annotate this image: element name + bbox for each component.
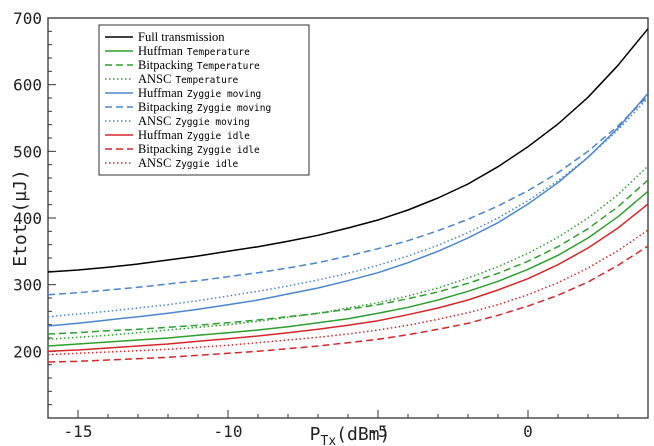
legend-label: ANSC — [138, 114, 171, 128]
legend-label: Bitpacking — [138, 58, 194, 72]
x-tick-label: 0 — [523, 422, 533, 441]
legend-entry: Huffman Temperature — [138, 44, 250, 58]
series-line-2 — [47, 179, 649, 335]
legend-label: Huffman — [138, 86, 184, 100]
axis-ticks: -15 -10 -5 0 200 300 400 500 600 700 — [13, 9, 649, 441]
legend-sublabel: Temperature — [175, 75, 238, 86]
series-line-9 — [47, 229, 649, 356]
x-axis-label-subscript: Tx — [321, 434, 337, 446]
legend-entry: Bitpacking Temperature — [138, 58, 260, 72]
x-axis-label-main: P — [310, 424, 321, 445]
legend-sublabel: Zyggie idle — [187, 131, 250, 142]
series-line-4 — [47, 92, 649, 327]
y-tick-label: 300 — [13, 276, 42, 295]
series-line-8 — [47, 245, 649, 363]
legend-entry: ANSC Zyggie idle — [138, 156, 239, 170]
legend-label: Bitpacking — [138, 100, 194, 114]
x-tick-label: -5 — [368, 422, 387, 441]
legend-label: ANSC — [138, 156, 171, 170]
legend-label: Huffman — [138, 44, 184, 58]
legend-box — [98, 24, 310, 176]
legend-sublabel: Zyggie moving — [187, 89, 261, 100]
y-axis-label: Etot (µJ) — [10, 169, 31, 267]
legend-entry: ANSC Zyggie moving — [138, 114, 250, 128]
legend-label: ANSC — [138, 72, 171, 86]
series-layer — [47, 28, 649, 363]
legend-label: Full transmission — [138, 30, 225, 44]
series-line-3 — [47, 165, 649, 341]
legend-entry: Bitpacking Zyggie moving — [138, 100, 271, 114]
x-axis-label-unit: (dBm) — [336, 424, 390, 445]
series-line-0 — [47, 28, 649, 273]
legend-label: Bitpacking — [138, 142, 194, 156]
series-line-1 — [47, 190, 649, 347]
legend-entry: ANSC Temperature — [138, 72, 239, 86]
legend-entry: Bitpacking Zyggie idle — [138, 142, 260, 156]
x-tick-label: -15 — [64, 422, 93, 441]
series-line-6 — [47, 97, 649, 318]
legend-entry: Huffman Zyggie moving — [138, 86, 261, 100]
y-tick-label: 500 — [13, 142, 42, 161]
legend-sublabel: Zyggie idle — [175, 159, 238, 170]
legend-label: Huffman — [138, 128, 184, 142]
legend-sublabel: Zyggie moving — [197, 103, 271, 114]
series-line-7 — [47, 203, 649, 353]
y-tick-label: 200 — [13, 342, 42, 361]
x-tick-label: -10 — [214, 422, 243, 441]
y-tick-label: 600 — [13, 76, 42, 95]
legend-sublabel: Zyggie idle — [197, 145, 260, 156]
legend-entry: Full transmission — [138, 30, 225, 44]
y-tick-label: 700 — [13, 9, 42, 28]
legend-sublabel: Zyggie moving — [175, 117, 249, 128]
legend-sublabel: Temperature — [187, 47, 250, 58]
legend-entry: Huffman Zyggie idle — [138, 128, 250, 142]
y-tick-label: 400 — [13, 209, 42, 228]
legend-sublabel: Temperature — [197, 61, 260, 72]
x-axis-label: PTx(dBm) — [310, 424, 391, 446]
series-line-5 — [47, 95, 649, 296]
